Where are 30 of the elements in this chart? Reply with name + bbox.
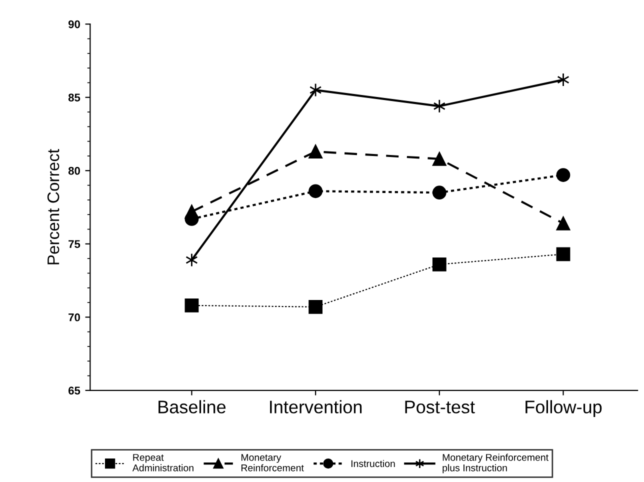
y-axis-title: Percent Correct [47,149,60,264]
y-tick-label: 80 [68,166,80,175]
point [433,99,446,114]
point [432,152,446,166]
point [186,253,198,267]
y-tick-label: 70 [68,313,80,322]
legend-label: Monetary Reinforcement plus Instruction [442,454,548,474]
y-tick-label: 90 [68,20,80,28]
point [556,247,570,262]
legend-label: Repeat Administration [132,454,194,472]
point [184,204,199,219]
point [557,72,570,87]
point [432,257,446,272]
point [308,144,323,159]
point [309,83,322,97]
point [556,168,570,182]
y-tick-label: 65 [68,386,80,395]
y-tick-label: 85 [68,94,80,102]
point [432,186,446,200]
point [308,184,323,198]
point [184,298,199,312]
y-tick-label: 75 [68,240,80,248]
x-tick-label: Follow-up [526,400,602,417]
x-tick-label: Intervention [270,400,362,414]
x-tick-label: Post-test [405,400,475,414]
legend-label: Instruction [351,460,395,468]
x-tick-label: Baseline [158,400,226,414]
legend-label: Monetary Reinforcement [241,454,304,472]
point [308,300,323,314]
point [556,216,570,230]
